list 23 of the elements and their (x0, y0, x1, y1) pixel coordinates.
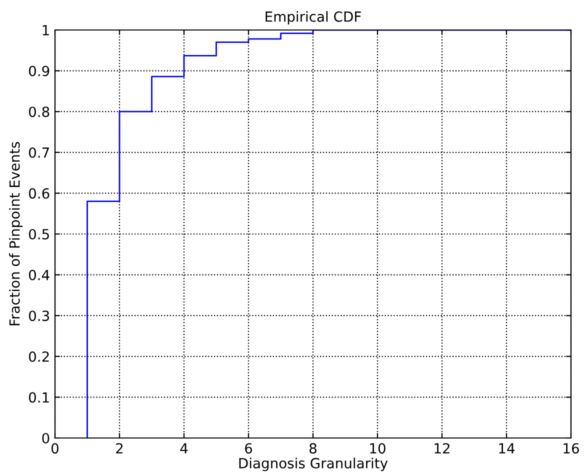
x-tick-label: 6 (245, 443, 252, 454)
y-tick-label: 0.8 (28, 106, 50, 118)
chart-title: Empirical CDF (266, 11, 361, 25)
y-tick-label: 0.9 (28, 66, 50, 76)
x-tick-label: 16 (564, 443, 579, 454)
y-tick-label: 0.7 (28, 147, 49, 158)
y-axis-title: Fraction of Pinpoint Events (9, 142, 22, 326)
x-tick-label: 2 (116, 443, 123, 454)
x-tick-label: 4 (180, 443, 188, 454)
x-tick-label: 14 (499, 443, 515, 454)
x-tick-label: 8 (310, 443, 316, 454)
y-tick-label: 0.2 (28, 351, 49, 362)
x-tick-label: 12 (434, 443, 450, 454)
y-tick-label: 0.5 (28, 228, 49, 240)
y-tick-label: 0.1 (28, 392, 49, 403)
y-tick-label: 0.6 (28, 188, 50, 199)
y-tick-label: 1 (42, 25, 49, 36)
x-axis-title: Diagnosis Granularity (239, 458, 388, 472)
x-tick-label: 10 (370, 443, 386, 454)
x-tick-label: 0 (51, 443, 58, 454)
y-tick-label: 0 (42, 432, 50, 444)
y-tick-label: 0.4 (28, 270, 50, 280)
y-tick-label: 0.3 (28, 310, 50, 322)
